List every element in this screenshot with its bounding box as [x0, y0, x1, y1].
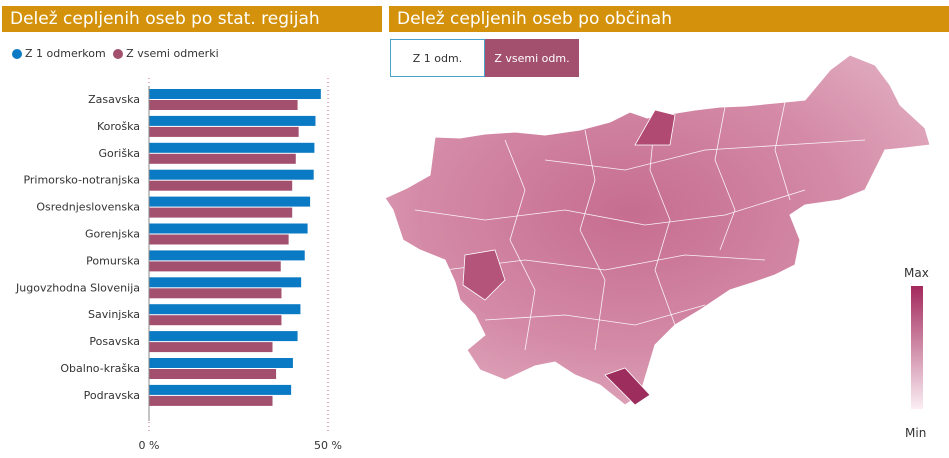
bar-one-dose[interactable] — [149, 169, 314, 180]
bar-all-doses[interactable] — [149, 288, 282, 299]
legend-dot-one-dose — [12, 48, 22, 59]
bar-all-doses[interactable] — [149, 100, 298, 110]
legend-item-all-doses[interactable]: Z vsemi odmerki — [113, 47, 219, 60]
category-label: Gorenjska — [85, 228, 140, 241]
x-tick-label: 0 % — [139, 439, 160, 452]
map-scale-bar — [911, 286, 923, 409]
x-tick-label: 50 % — [314, 439, 342, 452]
bar-all-doses[interactable] — [149, 126, 299, 137]
legend-label-one-dose: Z 1 odmerkom — [25, 47, 106, 60]
darker-region-west — [462, 249, 506, 301]
right-panel-title: Delež cepljenih oseb po občinah — [389, 6, 949, 32]
toggle-all-doses-button[interactable]: Z vsemi odm. — [485, 39, 579, 77]
darker-region-south — [604, 367, 651, 406]
toggle-one-dose-button[interactable]: Z 1 odm. — [390, 39, 485, 77]
legend-label-all-doses: Z vsemi odmerki — [126, 47, 219, 60]
bar-all-doses[interactable] — [149, 369, 277, 379]
bar-all-doses[interactable] — [149, 180, 293, 191]
category-label: Posavska — [89, 335, 140, 348]
category-label: Jugovzhodna Slovenija — [15, 281, 140, 294]
bar-one-dose[interactable] — [149, 196, 311, 207]
category-label: Goriška — [99, 147, 140, 160]
category-label: Primorsko-notranjska — [23, 174, 140, 187]
legend-item-one-dose[interactable]: Z 1 odmerkom — [12, 47, 106, 60]
bar-one-dose[interactable] — [149, 304, 301, 315]
bar-one-dose[interactable] — [149, 115, 316, 126]
bar-all-doses[interactable] — [149, 234, 289, 245]
category-label: Zasavska — [88, 93, 140, 106]
category-label: Obalno-kraška — [60, 362, 140, 375]
bar-one-dose[interactable] — [149, 358, 293, 368]
darker-region-ljubljana — [634, 109, 676, 146]
bar-one-dose[interactable] — [149, 89, 321, 99]
category-label: Pomurska — [86, 254, 140, 267]
chart-legend: Z 1 odmerkom Z vsemi odmerki — [12, 47, 223, 62]
bar-all-doses[interactable] — [149, 342, 273, 353]
bar-one-dose[interactable] — [149, 277, 302, 288]
bar-one-dose[interactable] — [149, 331, 298, 342]
category-label: Podravska — [84, 389, 140, 402]
left-panel-title: Delež cepljenih oseb po stat. regijah — [2, 6, 382, 32]
category-label: Savinjska — [88, 308, 140, 321]
map-scale-min-label: Min — [905, 426, 927, 440]
bar-all-doses[interactable] — [149, 395, 273, 406]
map-scale-max-label: Max — [904, 266, 929, 280]
category-label: Osrednjeslovenska — [36, 201, 140, 214]
bar-one-dose[interactable] — [149, 142, 315, 153]
category-label: Koroška — [97, 120, 140, 133]
legend-dot-all-doses — [113, 48, 124, 59]
bar-one-dose[interactable] — [149, 250, 305, 261]
bar-all-doses[interactable] — [149, 153, 296, 164]
municipality-map[interactable] — [385, 50, 945, 450]
bar-all-doses[interactable] — [149, 261, 281, 272]
bar-all-doses[interactable] — [149, 315, 282, 326]
bar-one-dose[interactable] — [149, 384, 292, 395]
bar-all-doses[interactable] — [149, 207, 293, 218]
region-bar-chart: Zasavska Koroška Goriška Primorsko-notranjs… — [15, 78, 342, 452]
bar-one-dose[interactable] — [149, 223, 308, 234]
slovenia-outline — [385, 54, 931, 406]
